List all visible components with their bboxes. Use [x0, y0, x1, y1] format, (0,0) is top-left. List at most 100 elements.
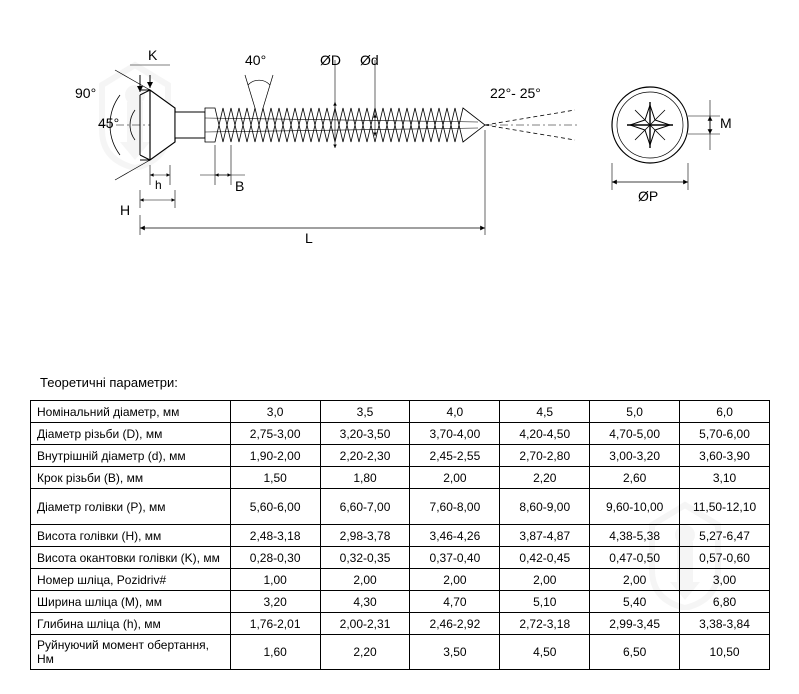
row-label: Висота голівки (H), мм: [31, 525, 231, 547]
cell-value: 10,50: [680, 635, 770, 670]
table-row: Глибина шліца (h), мм1,76-2,012,00-2,312…: [31, 613, 770, 635]
cell-value: 2,00: [500, 569, 590, 591]
label-45deg: 45°: [98, 115, 119, 131]
cell-value: 2,00: [410, 569, 500, 591]
label-OD: ØD: [320, 52, 341, 68]
cell-value: 9,60-10,00: [590, 489, 680, 525]
cell-value: 2,72-3,18: [500, 613, 590, 635]
cell-value: 3,00-3,20: [590, 445, 680, 467]
cell-value: 2,99-3,45: [590, 613, 680, 635]
cell-value: 3,10: [680, 467, 770, 489]
cell-value: 0,37-0,40: [410, 547, 500, 569]
table-row: Діаметр голівки (P), мм5,60-6,006,60-7,0…: [31, 489, 770, 525]
cell-value: 2,00: [590, 569, 680, 591]
screw-diagram: 90° 45° K 40° ØD Ød 22°- 25° M ØP h H B …: [40, 30, 760, 260]
cell-value: 2,20: [500, 467, 590, 489]
cell-value: 5,60-6,00: [230, 489, 320, 525]
cell-value: 7,60-8,00: [410, 489, 500, 525]
table-row: Ширина шліца (M), мм3,204,304,705,105,40…: [31, 591, 770, 613]
cell-value: 1,76-2,01: [230, 613, 320, 635]
row-label: Діаметр різьби (D), мм: [31, 423, 231, 445]
cell-value: 8,60-9,00: [500, 489, 590, 525]
table-row: Крок різьби (B), мм1,501,802,002,202,603…: [31, 467, 770, 489]
cell-value: 5,70-6,00: [680, 423, 770, 445]
cell-value: 3,70-4,00: [410, 423, 500, 445]
cell-value: 2,98-3,78: [320, 525, 410, 547]
table-row: Внутрішній діаметр (d), мм1,90-2,002,20-…: [31, 445, 770, 467]
cell-value: 6,0: [680, 401, 770, 423]
row-label: Глибина шліца (h), мм: [31, 613, 231, 635]
cell-value: 2,00: [410, 467, 500, 489]
cell-value: 1,00: [230, 569, 320, 591]
cell-value: 3,0: [230, 401, 320, 423]
cell-value: 4,70: [410, 591, 500, 613]
cell-value: 2,00-2,31: [320, 613, 410, 635]
cell-value: 4,5: [500, 401, 590, 423]
label-H: H: [120, 202, 130, 218]
cell-value: 2,60: [590, 467, 680, 489]
row-label: Руйнуючий момент обертання, Нм: [31, 635, 231, 670]
label-K: K: [148, 47, 157, 63]
label-L: L: [305, 230, 313, 246]
table-row: Діаметр різьби (D), мм2,75-3,003,20-3,50…: [31, 423, 770, 445]
cell-value: 0,42-0,45: [500, 547, 590, 569]
cell-value: 5,40: [590, 591, 680, 613]
cell-value: 1,80: [320, 467, 410, 489]
parameters-table: Номінальний діаметр, мм3,03,54,04,55,06,…: [30, 400, 770, 670]
row-label: Діаметр голівки (P), мм: [31, 489, 231, 525]
cell-value: 5,0: [590, 401, 680, 423]
cell-value: 2,45-2,55: [410, 445, 500, 467]
cell-value: 4,70-5,00: [590, 423, 680, 445]
cell-value: 6,80: [680, 591, 770, 613]
label-M: M: [720, 115, 732, 131]
cell-value: 6,50: [590, 635, 680, 670]
table-row: Руйнуючий момент обертання, Нм1,602,203,…: [31, 635, 770, 670]
table-row: Висота окантовки голівки (K), мм0,28-0,3…: [31, 547, 770, 569]
cell-value: 3,38-3,84: [680, 613, 770, 635]
label-B: B: [235, 178, 244, 194]
cell-value: 2,48-3,18: [230, 525, 320, 547]
cell-value: 4,50: [500, 635, 590, 670]
cell-value: 2,00: [320, 569, 410, 591]
row-label: Номер шліца, Pozidriv#: [31, 569, 231, 591]
cell-value: 3,50: [410, 635, 500, 670]
row-label: Внутрішній діаметр (d), мм: [31, 445, 231, 467]
cell-value: 4,30: [320, 591, 410, 613]
cell-value: 3,5: [320, 401, 410, 423]
cell-value: 3,00: [680, 569, 770, 591]
cell-value: 3,20-3,50: [320, 423, 410, 445]
label-90deg: 90°: [75, 85, 96, 101]
cell-value: 1,60: [230, 635, 320, 670]
cell-value: 3,87-4,87: [500, 525, 590, 547]
cell-value: 4,38-5,38: [590, 525, 680, 547]
table-row: Номер шліца, Pozidriv#1,002,002,002,002,…: [31, 569, 770, 591]
cell-value: 5,10: [500, 591, 590, 613]
cell-value: 4,0: [410, 401, 500, 423]
label-h: h: [155, 178, 162, 192]
cell-value: 0,57-0,60: [680, 547, 770, 569]
cell-value: 11,50-12,10: [680, 489, 770, 525]
cell-value: 0,32-0,35: [320, 547, 410, 569]
label-od: Ød: [360, 52, 379, 68]
row-label: Ширина шліца (M), мм: [31, 591, 231, 613]
label-40deg: 40°: [245, 52, 266, 68]
cell-value: 5,27-6,47: [680, 525, 770, 547]
cell-value: 2,70-2,80: [500, 445, 590, 467]
cell-value: 0,28-0,30: [230, 547, 320, 569]
cell-value: 3,46-4,26: [410, 525, 500, 547]
cell-value: 3,20: [230, 591, 320, 613]
cell-value: 2,75-3,00: [230, 423, 320, 445]
row-label: Крок різьби (B), мм: [31, 467, 231, 489]
cell-value: 2,20-2,30: [320, 445, 410, 467]
table-row: Висота голівки (H), мм2,48-3,182,98-3,78…: [31, 525, 770, 547]
cell-value: 4,20-4,50: [500, 423, 590, 445]
label-OP: ØP: [638, 188, 658, 204]
label-tip-angle: 22°- 25°: [490, 85, 541, 101]
cell-value: 2,46-2,92: [410, 613, 500, 635]
row-label: Номінальний діаметр, мм: [31, 401, 231, 423]
cell-value: 2,20: [320, 635, 410, 670]
cell-value: 3,60-3,90: [680, 445, 770, 467]
row-label: Висота окантовки голівки (K), мм: [31, 547, 231, 569]
table-title: Теоретичні параметри:: [40, 375, 178, 390]
cell-value: 6,60-7,00: [320, 489, 410, 525]
